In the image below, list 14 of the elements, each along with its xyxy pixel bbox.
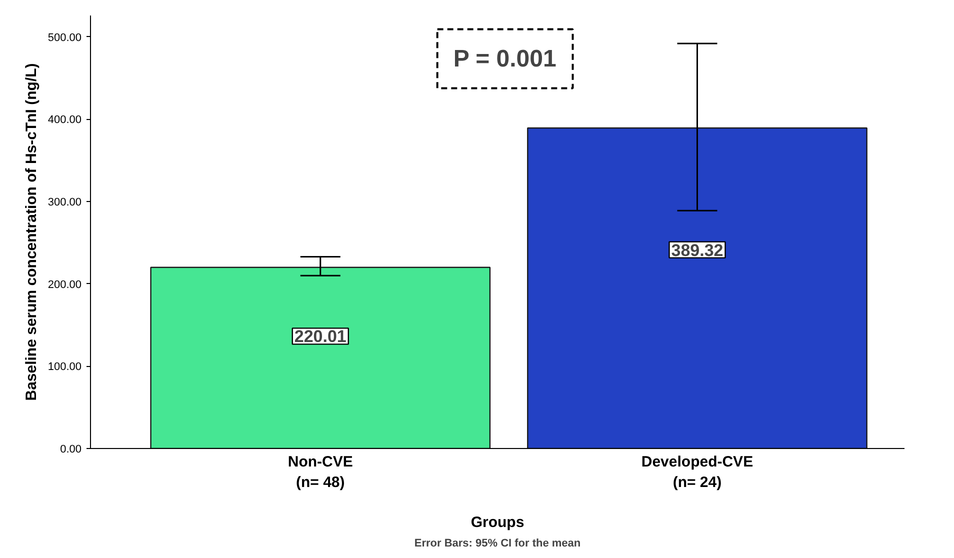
x-tick-label: Developed-CVE (n= 24) bbox=[641, 454, 754, 491]
data-label: 220.01 bbox=[294, 327, 346, 346]
x-axis-title: Groups bbox=[470, 514, 524, 531]
y-tick-label: 0.00 bbox=[60, 444, 82, 456]
x-tick-label: Non-CVE (n= 48) bbox=[288, 454, 353, 491]
y-tick-label: 300.00 bbox=[48, 196, 82, 209]
data-label: 389.32 bbox=[671, 240, 724, 260]
y-tick-label: 200.00 bbox=[48, 278, 82, 291]
text: Error Bars: 95% CI for the mean bbox=[414, 538, 581, 550]
y-tick-label: 100.00 bbox=[48, 361, 82, 374]
y-tick-label: 400.00 bbox=[48, 114, 82, 126]
y-tick-label: 500.00 bbox=[48, 32, 82, 44]
annotation: P = 0.001 bbox=[453, 45, 556, 72]
y-axis-title: Baseline serum concentration of Hs-cTnI (ng/L) bbox=[22, 63, 40, 401]
